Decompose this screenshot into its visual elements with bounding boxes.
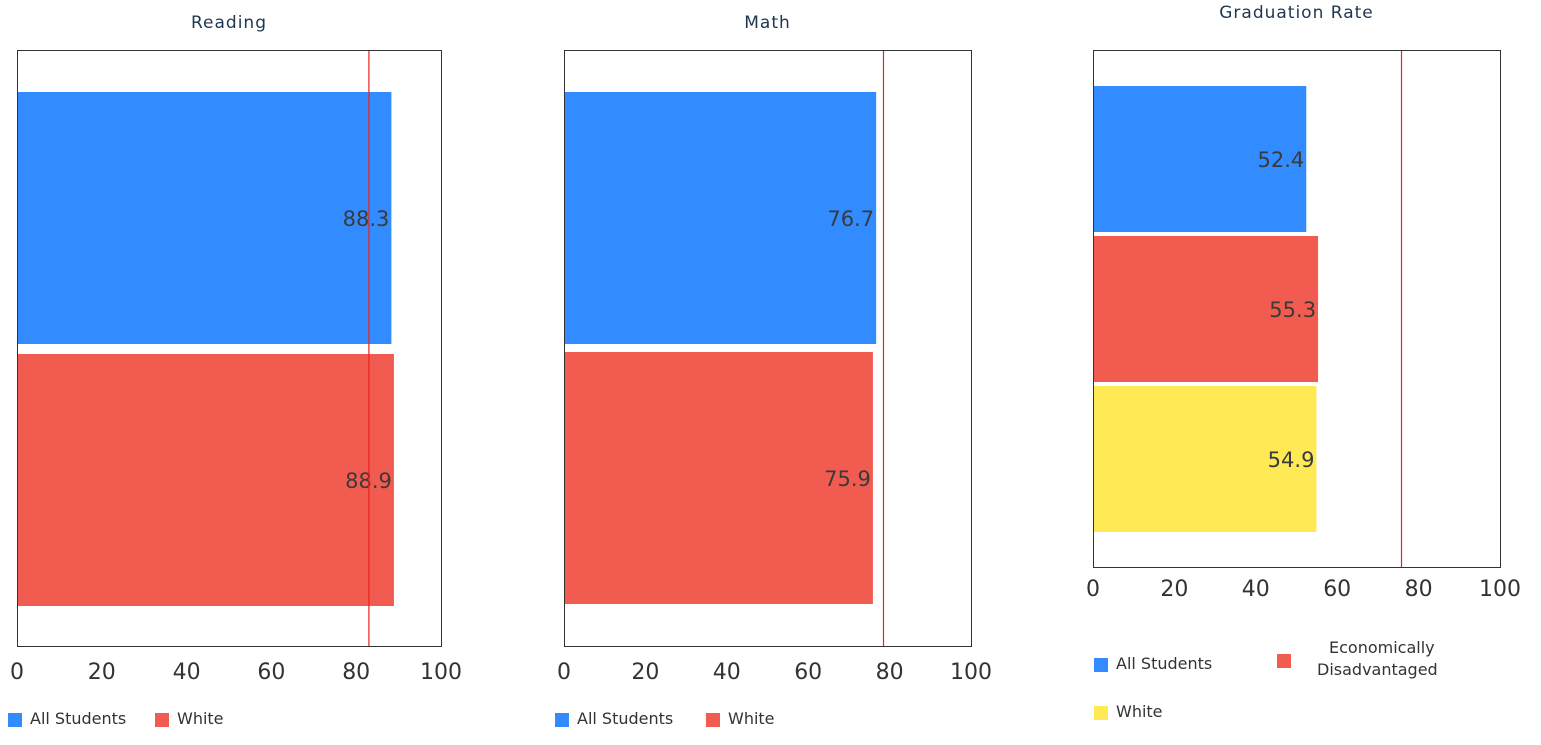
- x-tick-label: 0: [557, 660, 571, 685]
- x-tick-label: 20: [1160, 577, 1188, 602]
- x-tick-label: 40: [713, 660, 741, 685]
- bar: [565, 92, 877, 344]
- bar: [1094, 236, 1319, 382]
- x-tick-label: 100: [950, 660, 992, 685]
- legend-swatch: [706, 713, 720, 727]
- x-tick-label: 20: [88, 660, 116, 685]
- data-label: 55.3: [1269, 298, 1316, 322]
- legend-label: White: [1116, 702, 1163, 721]
- x-tick-label: 40: [1242, 577, 1270, 602]
- legend-label: White: [728, 709, 775, 728]
- chart-title: Math: [744, 13, 791, 33]
- x-tick-label: 60: [794, 660, 822, 685]
- legend-swatch: [1094, 658, 1108, 672]
- data-label: 88.3: [343, 207, 390, 231]
- x-tick-label: 0: [1086, 577, 1100, 602]
- x-tick-label: 80: [342, 660, 370, 685]
- data-label: 54.9: [1268, 448, 1315, 472]
- x-tick-label: 60: [1323, 577, 1351, 602]
- legend-swatch: [555, 713, 569, 727]
- chart-1: Math 76.7 75.9 0 20 40 60 80 100 All Students Whit…: [555, 13, 992, 728]
- legend-label: All Students: [30, 709, 126, 728]
- bar: [18, 92, 392, 344]
- x-tick-label: 20: [631, 660, 659, 685]
- legend-label: Economically Disadvantaged: [1317, 638, 1438, 679]
- legend-swatch: [1277, 654, 1291, 668]
- legend-label: All Students: [1116, 654, 1212, 673]
- x-tick-label: 40: [173, 660, 201, 685]
- chart-title: Reading: [191, 13, 267, 33]
- legend-swatch: [1094, 706, 1108, 720]
- data-label: 52.4: [1258, 148, 1305, 172]
- bar: [1094, 86, 1307, 232]
- x-tick-label: 100: [1479, 577, 1521, 602]
- bar: [1094, 386, 1317, 532]
- legend-swatch: [8, 713, 22, 727]
- legend-label: White: [177, 709, 224, 728]
- bar: [18, 354, 394, 606]
- legend-swatch: [155, 713, 169, 727]
- x-tick-label: 0: [10, 660, 24, 685]
- legend-label: All Students: [577, 709, 673, 728]
- x-tick-label: 60: [257, 660, 285, 685]
- chart-2: Graduation Rate 52.4 55.3 54.9 0 20 40 60 80 100 A…: [1086, 3, 1521, 721]
- data-label: 75.9: [824, 467, 871, 491]
- chart-title: Graduation Rate: [1219, 3, 1374, 23]
- x-tick-label: 100: [420, 660, 462, 685]
- data-label: 76.7: [827, 207, 874, 231]
- x-tick-label: 80: [876, 660, 904, 685]
- bar: [565, 352, 873, 604]
- x-tick-label: 80: [1405, 577, 1433, 602]
